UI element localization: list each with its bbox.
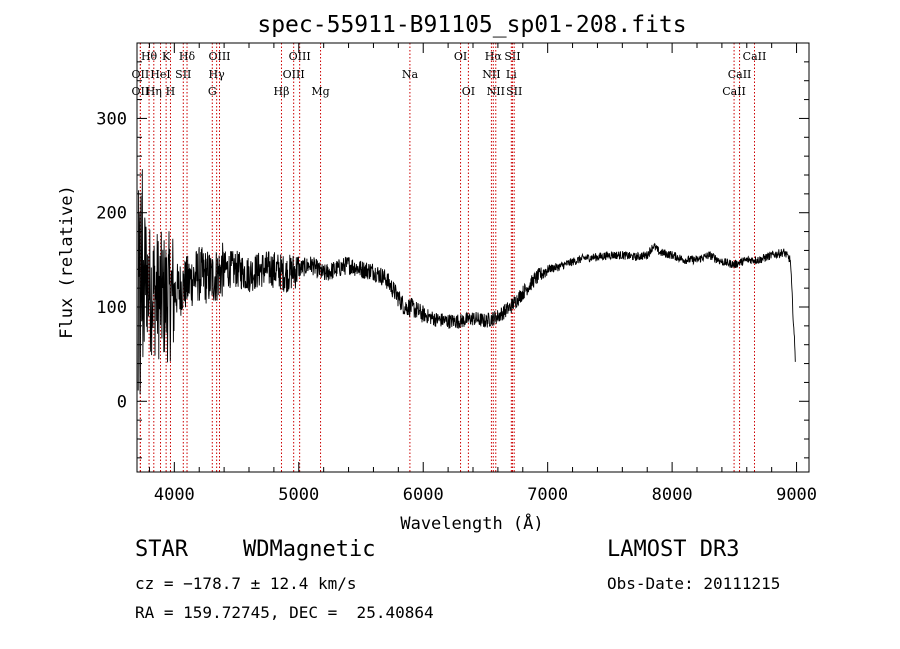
line-marker-label: OIII xyxy=(208,50,230,63)
line-marker-label: H xyxy=(166,85,176,98)
y-tick-label: 0 xyxy=(117,392,127,412)
line-marker-label: OI xyxy=(454,50,467,63)
y-axis-label: Flux (relative) xyxy=(57,185,77,339)
x-tick-label: 9000 xyxy=(776,485,817,505)
line-marker-label: Hη xyxy=(146,85,162,98)
line-marker-label: Mg xyxy=(311,85,329,98)
line-marker-label: Hγ xyxy=(209,68,226,81)
x-axis-label: Wavelength (Å) xyxy=(400,512,543,534)
line-marker-label: CaII xyxy=(722,85,746,98)
redshift-velocity: cz = −178.7 ± 12.4 km/s xyxy=(135,574,357,593)
line-marker-label: OI xyxy=(462,85,475,98)
sky-coordinates: RA = 159.72745, DEC = 25.40864 xyxy=(135,603,434,622)
line-marker-label: SII xyxy=(504,50,520,63)
y-tick-label: 100 xyxy=(96,298,127,318)
line-marker-label: K xyxy=(162,50,171,63)
flux-line xyxy=(137,169,796,395)
line-marker-label: Hδ xyxy=(179,50,196,63)
x-tick-label: 6000 xyxy=(403,485,444,505)
survey-name: LAMOST DR3 xyxy=(607,537,740,562)
y-tick-label: 300 xyxy=(96,109,127,129)
object-type: STAR xyxy=(135,537,188,562)
line-marker-label: CaII xyxy=(728,68,752,81)
line-marker-label: Hθ xyxy=(141,50,158,63)
x-tick-label: 8000 xyxy=(652,485,693,505)
line-marker-label: OIII xyxy=(289,50,311,63)
line-marker-label: Li xyxy=(506,68,517,81)
line-marker-label: Hα xyxy=(485,50,503,63)
object-subclass: WDMagnetic xyxy=(243,537,376,562)
line-marker-label: G xyxy=(208,85,217,98)
x-axis: 4000 5000 6000 7000 8000 9000 xyxy=(148,43,817,505)
observation-date: Obs-Date: 20111215 xyxy=(607,574,781,593)
x-tick-label: 4000 xyxy=(154,485,195,505)
line-marker-label: OIII xyxy=(283,68,305,81)
y-tick-label: 200 xyxy=(96,204,127,224)
line-marker-label: SII xyxy=(506,85,522,98)
spectrum-chart: spec-55911-B91105_sp01-208.fits Hθ K Hδ OII… xyxy=(57,12,817,534)
line-marker-label: CaII xyxy=(743,50,767,63)
chart-title: spec-55911-B91105_sp01-208.fits xyxy=(257,12,686,38)
x-tick-label: 7000 xyxy=(527,485,568,505)
line-marker-label: NII xyxy=(487,85,505,98)
line-marker-label: Hβ xyxy=(274,85,290,98)
line-marker-label: SII xyxy=(175,68,191,81)
line-marker-label: OII xyxy=(132,85,150,98)
flux-series xyxy=(137,169,796,395)
y-axis: 0 100 200 300 xyxy=(96,61,809,459)
line-marker-label: Na xyxy=(402,68,419,81)
line-marker-label: HeI xyxy=(150,68,170,81)
x-tick-label: 5000 xyxy=(278,485,319,505)
line-marker-label: NII xyxy=(482,68,500,81)
